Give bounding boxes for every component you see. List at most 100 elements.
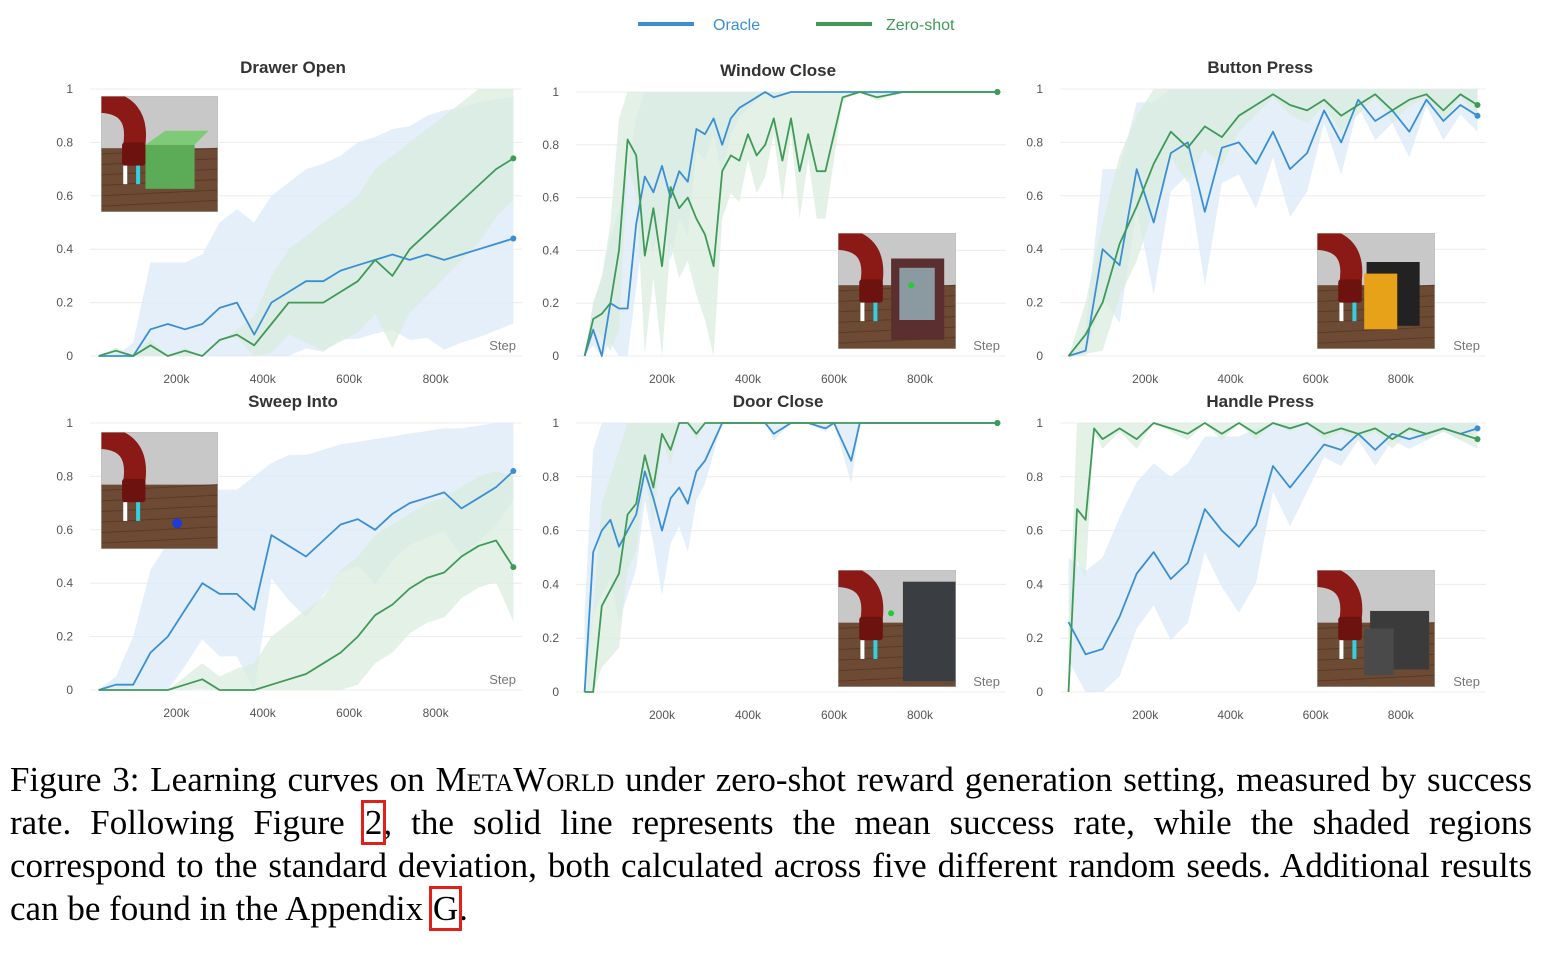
legend-zeroshot-label: Zero-shot	[886, 17, 955, 34]
y-tick-label: 0.4	[542, 577, 559, 591]
y-tick-label: 1	[552, 416, 559, 430]
caption-lead: Figure 3: Learning curves on	[10, 760, 436, 799]
chart-title: Drawer Open	[240, 58, 346, 77]
y-tick-label: 0.2	[1026, 631, 1043, 645]
robot-arm-button-scene	[1317, 233, 1435, 349]
chart-title: Handle Press	[1206, 392, 1314, 411]
x-tick-label: 800k	[1388, 708, 1415, 722]
x-tick-label: 800k	[907, 708, 934, 722]
figure-caption: Figure 3: Learning curves on MetaWorld u…	[10, 758, 1532, 931]
y-tick-label: 0.4	[56, 242, 73, 256]
x-tick-label: 600k	[336, 372, 363, 386]
series-end-point	[994, 420, 1001, 426]
robot-arm-door-scene	[838, 570, 956, 687]
robot-arm-window-scene	[838, 233, 956, 349]
x-tick-label: 400k	[250, 372, 277, 386]
series-end-point	[994, 89, 1001, 95]
series-end-point	[510, 235, 517, 242]
y-tick-label: 1	[66, 82, 73, 96]
y-tick-label: 0	[1036, 685, 1043, 699]
series-line-zero-shot	[1067, 93, 1478, 357]
x-tick-label: 800k	[423, 706, 450, 720]
y-tick-label: 0.8	[1026, 470, 1043, 484]
series-line-oracle	[1068, 98, 1478, 357]
series-end-point	[1474, 102, 1481, 109]
std-band-zero-shot	[98, 471, 514, 690]
y-tick-label: 1	[66, 416, 73, 430]
caption-part-3: , the solid line represents the mean suc…	[10, 803, 1532, 928]
chart-title: Window Close	[720, 61, 836, 80]
y-tick-label: 0.6	[56, 189, 73, 203]
x-tick-label: 200k	[163, 372, 190, 386]
std-band-zero-shot	[584, 423, 998, 692]
y-tick-label: 0.2	[542, 296, 559, 310]
figure-reference-link[interactable]: 2	[360, 800, 387, 845]
series-end-point	[510, 564, 517, 571]
x-tick-label: 400k	[735, 372, 762, 386]
chart-panel-3: Button Press 0 0.2 0.4 0.6 0.8 1 200k 400k 600k 80…	[1026, 58, 1486, 386]
x-tick-label: 200k	[1132, 372, 1159, 386]
y-tick-label: 0.2	[1026, 296, 1043, 310]
y-tick-label: 0.8	[1026, 135, 1043, 149]
x-axis-label: Step	[1453, 674, 1480, 689]
series-line-oracle	[1067, 427, 1478, 656]
x-tick-label: 200k	[1132, 708, 1159, 722]
x-tick-label: 800k	[423, 372, 450, 386]
appendix-reference-link[interactable]: G	[428, 886, 463, 931]
x-tick-label: 800k	[907, 372, 934, 386]
y-tick-label: 0	[66, 683, 73, 697]
x-tick-label: 400k	[250, 706, 277, 720]
y-tick-label: 0.8	[56, 135, 73, 149]
legend-oracle-label: Oracle	[713, 17, 760, 34]
x-tick-label: 400k	[1217, 372, 1244, 386]
y-tick-label: 0	[1036, 349, 1043, 363]
x-tick-label: 600k	[1303, 708, 1330, 722]
series-line-zero-shot	[584, 422, 998, 693]
y-tick-label: 0	[66, 349, 73, 363]
std-band-zero-shot	[98, 89, 514, 356]
learning-curves-figure: Oracle Zero-shot Drawer Open 0 0.2 0.4 0.6 0.…	[56, 17, 1486, 722]
series-line-zero-shot	[98, 157, 514, 357]
series-line-oracle	[583, 91, 998, 357]
std-band-zero-shot	[584, 92, 998, 356]
y-tick-label: 1	[1036, 416, 1043, 430]
chart-legend: Oracle Zero-shot	[638, 17, 955, 34]
series-end-point	[1474, 436, 1481, 443]
y-tick-label: 0.6	[542, 191, 559, 205]
robot-arm-sweep-scene	[101, 432, 218, 549]
x-axis-label: Step	[973, 338, 1000, 353]
chart-title: Button Press	[1207, 58, 1313, 77]
y-tick-label: 0.6	[1026, 189, 1043, 203]
caption-benchmark-name: MetaWorld	[435, 760, 615, 799]
x-tick-label: 600k	[821, 372, 848, 386]
x-axis-label: Step	[489, 338, 516, 353]
robot-arm-handle-scene	[1317, 570, 1435, 687]
y-tick-label: 0.4	[1026, 242, 1043, 256]
robot-arm-drawer-scene	[101, 96, 218, 212]
x-tick-label: 200k	[163, 706, 190, 720]
std-band-oracle	[1068, 423, 1478, 692]
series-line-zero-shot	[1067, 422, 1478, 693]
caption-part-4: .	[459, 889, 468, 928]
y-tick-label: 0	[552, 349, 559, 363]
y-tick-label: 0.2	[56, 630, 73, 644]
x-axis-label: Step	[489, 672, 516, 687]
y-tick-label: 0.2	[542, 631, 559, 645]
y-tick-label: 1	[1036, 82, 1043, 96]
series-line-oracle	[98, 237, 514, 357]
chart-panel-6: Handle Press 0 0.2 0.4 0.6 0.8 1 200k 400k 600k 80…	[1026, 392, 1486, 722]
series-end-point	[1474, 425, 1481, 432]
x-tick-label: 400k	[735, 708, 762, 722]
x-tick-label: 400k	[1217, 708, 1244, 722]
series-end-point	[510, 155, 517, 162]
y-tick-label: 0.4	[542, 243, 559, 257]
x-tick-label: 600k	[336, 706, 363, 720]
y-tick-label: 0.6	[56, 523, 73, 537]
x-axis-label: Step	[1453, 338, 1480, 353]
x-tick-label: 800k	[1388, 372, 1415, 386]
series-line-zero-shot	[583, 91, 998, 357]
y-tick-label: 0.4	[56, 576, 73, 590]
y-tick-label: 0.8	[542, 138, 559, 152]
caption-part-2: under zero-shot reward generation settin…	[10, 760, 1532, 842]
y-tick-label: 0.2	[56, 296, 73, 310]
